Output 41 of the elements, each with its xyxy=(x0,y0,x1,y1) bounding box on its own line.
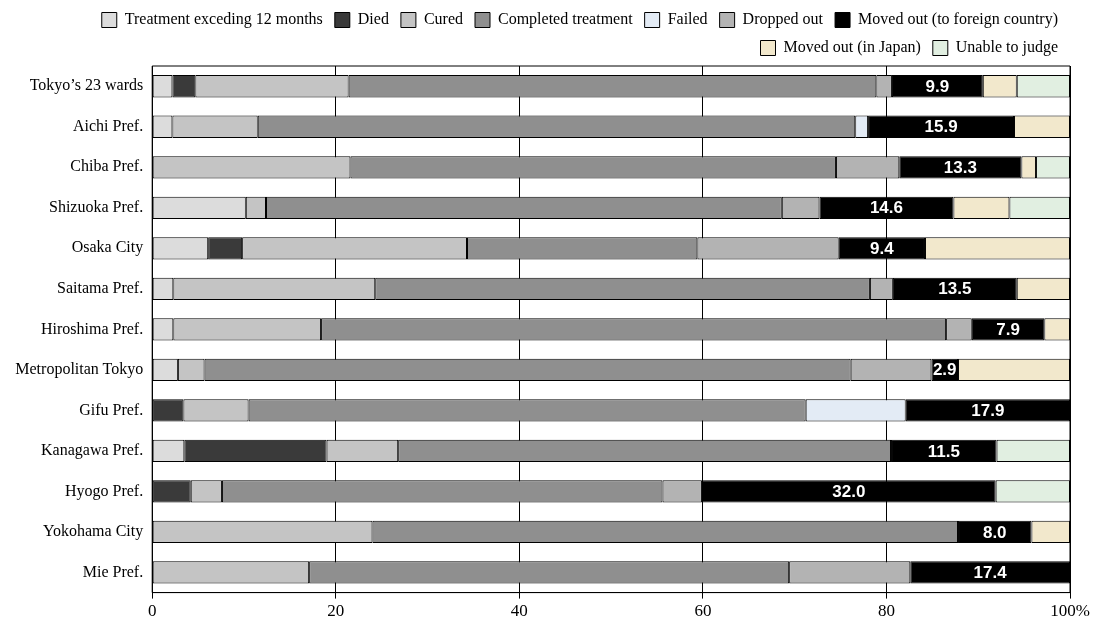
legend-label: Treatment exceding 12 months xyxy=(124,10,323,29)
y-tick-label: Yokohama City xyxy=(43,522,144,541)
data-label: 2.9 xyxy=(932,360,957,380)
data-label: 17.9 xyxy=(971,401,1005,420)
y-tick-label: Gifu Pref. xyxy=(79,400,144,418)
data-label: 11.5 xyxy=(927,441,960,461)
data-label: 9.4 xyxy=(870,238,895,258)
data-label: 8.0 xyxy=(982,522,1007,542)
y-tick-label: Metropolitan Tokyo xyxy=(15,360,144,379)
legend-label: Died xyxy=(357,10,389,28)
data-label: 14.6 xyxy=(869,198,903,218)
y-tick-label: Hyogo Pref. xyxy=(64,481,144,500)
x-tick-label: 60 xyxy=(694,601,712,621)
data-label: 9.9 xyxy=(925,76,950,96)
data-label: 13.3 xyxy=(943,157,977,177)
y-tick-label: Saitama Pref. xyxy=(56,279,144,296)
legend-label: Moved out (in Japan) xyxy=(783,38,921,57)
data-label: 32.0 xyxy=(832,482,866,502)
legend-label: Dropped out xyxy=(742,10,824,29)
legend-label: Unable to judge xyxy=(955,38,1059,57)
data-label: 7.9 xyxy=(996,319,1020,339)
y-tick-label: Hiroshima Pref. xyxy=(40,319,144,337)
y-tick-label: Aichi Pref. xyxy=(72,116,144,134)
legend-label: Cured xyxy=(423,10,464,28)
data-label: 13.5 xyxy=(938,279,972,299)
x-tick-label: 80 xyxy=(877,601,895,621)
data-label: 17.4 xyxy=(973,563,1008,583)
x-tick-label: 0 xyxy=(147,601,157,621)
legend-label: Completed treatment xyxy=(498,10,634,29)
y-tick-label: Shizuoka Pref. xyxy=(48,197,144,215)
y-tick-label: Chiba Pref. xyxy=(70,157,144,175)
legend-label: Moved out (to foreign country) xyxy=(858,10,1058,29)
x-tick-label: 20 xyxy=(327,601,345,621)
y-tick-label: Osaka City xyxy=(71,238,144,257)
y-tick-label: Kanagawa Pref. xyxy=(41,441,144,460)
x-tick-label: 100% xyxy=(1050,601,1090,621)
legend-label: Failed xyxy=(667,10,708,28)
data-label: 15.9 xyxy=(924,117,958,137)
x-tick-label: 40 xyxy=(510,601,528,621)
y-tick-label: Tokyo’s 23 wards xyxy=(29,76,144,95)
y-tick-label: Mie Pref. xyxy=(82,562,144,580)
